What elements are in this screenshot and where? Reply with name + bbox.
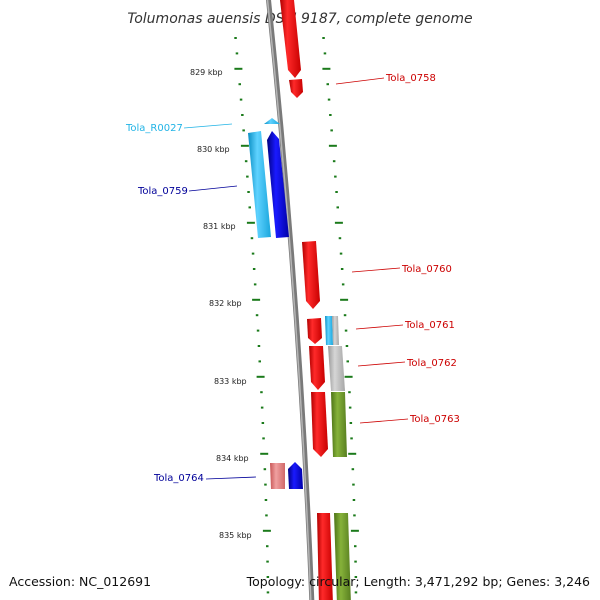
- gene-label-tola-0759[interactable]: Tola_0759: [137, 186, 188, 197]
- cog-block-cyan-0761[interactable]: [325, 316, 333, 345]
- leader-line: [205, 476, 257, 480]
- gene-tola-0763[interactable]: [311, 392, 328, 457]
- leader-line: [351, 267, 401, 273]
- gene-label-tola-0763[interactable]: Tola_0763: [409, 414, 460, 425]
- gene-label-tola-r0027[interactable]: Tola_R0027: [125, 123, 183, 134]
- forward-strand-features: [280, 0, 351, 600]
- cog-block-cyan[interactable]: [248, 131, 271, 238]
- cog-block-pink[interactable]: [270, 463, 285, 489]
- genome-backbone: [266, 0, 315, 600]
- outer-tick-ring: [234, 37, 271, 594]
- gene-label-tola-0761[interactable]: Tola_0761: [404, 320, 455, 331]
- leader-line: [188, 185, 238, 192]
- leader-line: [335, 77, 385, 85]
- inner-tick-ring: [322, 37, 359, 594]
- gene-label-tola-0762[interactable]: Tola_0762: [406, 358, 457, 369]
- cog-block-grey-0762[interactable]: [328, 346, 345, 391]
- gene-label-tola-0760[interactable]: Tola_0760: [401, 264, 452, 275]
- leader-line: [357, 361, 406, 367]
- genome-backbone-highlight: [266, 0, 312, 600]
- scale-label: 833 kbp: [214, 377, 247, 386]
- accession-text: Accession: NC_012691: [9, 574, 151, 589]
- cog-block-green-bottom[interactable]: [334, 513, 351, 600]
- scale-labels: 829 kbp 830 kbp 831 kbp 832 kbp 833 kbp …: [190, 68, 252, 540]
- cog-block-green-0763[interactable]: [331, 392, 347, 457]
- reverse-strand-features: [248, 118, 303, 489]
- gene-tola-0760[interactable]: [302, 241, 320, 309]
- gene-tola-0761[interactable]: [307, 318, 322, 344]
- scale-label: 834 kbp: [216, 454, 249, 463]
- scale-label: 831 kbp: [203, 222, 236, 231]
- scale-label: 830 kbp: [197, 145, 230, 154]
- genome-summary-text: Topology: circular; Length: 3,471,292 bp…: [246, 574, 590, 589]
- gene-label-tola-0764[interactable]: Tola_0764: [153, 473, 204, 484]
- leader-line: [359, 418, 409, 424]
- map-title: Tolumonas auensis DSM 9187, complete gen…: [127, 11, 472, 27]
- gene-tola-0758-upper[interactable]: [280, 0, 301, 78]
- leader-line: [355, 324, 404, 330]
- leader-line: [183, 123, 233, 129]
- gene-tola-0758-lower[interactable]: [289, 79, 303, 98]
- cog-block-grey-0761[interactable]: [332, 316, 339, 345]
- scale-label: 832 kbp: [209, 299, 242, 308]
- gene-tola-0762[interactable]: [309, 346, 325, 390]
- scale-label: 829 kbp: [190, 68, 223, 77]
- gene-bottom-forward[interactable]: [317, 513, 333, 600]
- scale-label: 835 kbp: [219, 531, 252, 540]
- gene-tola-0764[interactable]: [288, 462, 303, 489]
- gene-tola-0759[interactable]: [267, 131, 289, 238]
- gene-label-tola-0758[interactable]: Tola_0758: [385, 73, 436, 84]
- rna-arrow-tola-r0027[interactable]: [264, 118, 280, 124]
- gene-labels: Tola_0758 Tola_R0027 Tola_0759 Tola_0760…: [125, 73, 460, 484]
